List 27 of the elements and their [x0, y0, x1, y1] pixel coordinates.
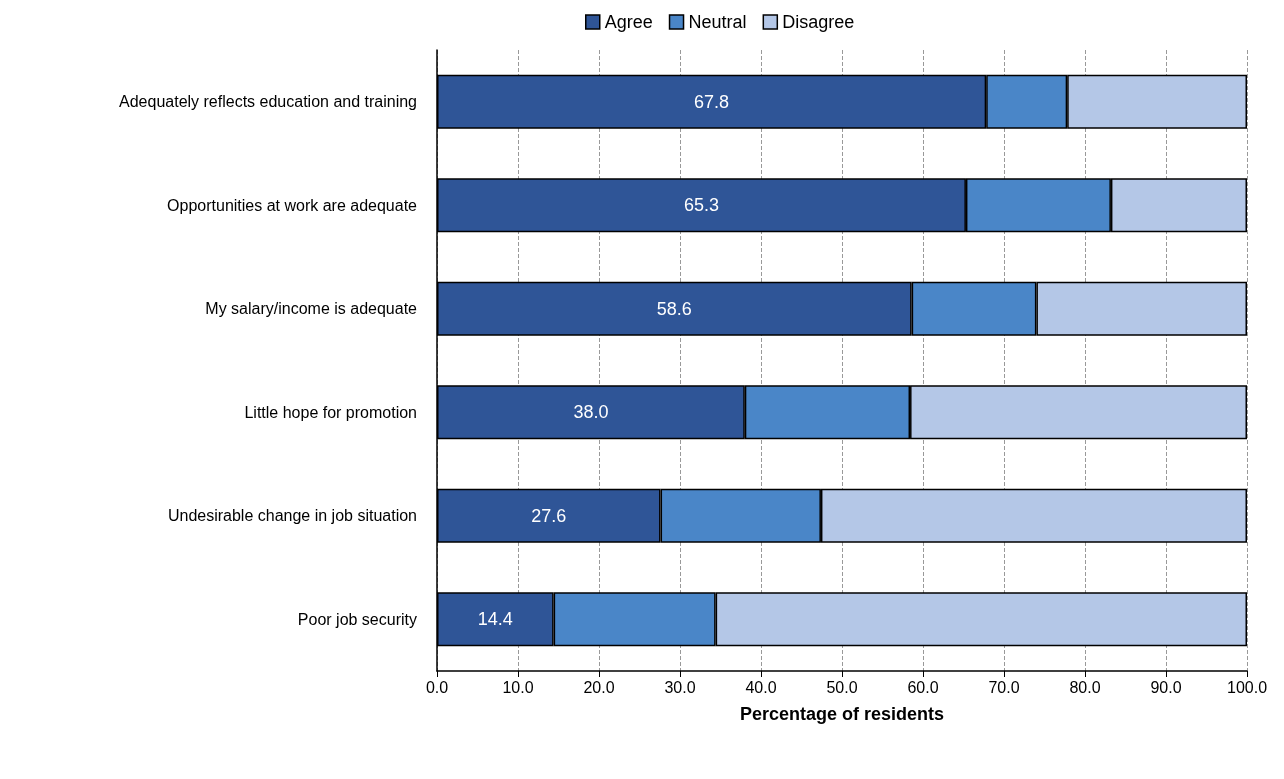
- y-tick-label: Opportunities at work are adequate: [167, 196, 418, 214]
- x-tick-label: 30.0: [664, 678, 696, 696]
- x-tick-label: 40.0: [745, 678, 777, 696]
- legend-label: Agree: [604, 12, 653, 32]
- x-tick-label: 90.0: [1150, 678, 1182, 696]
- x-tick-label: 100.0: [1226, 678, 1268, 696]
- x-tick-label: 60.0: [907, 678, 939, 696]
- data-label: 38.0: [573, 402, 609, 423]
- data-label: 65.3: [683, 195, 719, 216]
- data-label: 67.8: [694, 91, 730, 112]
- x-axis-title: Percentage of residents: [739, 704, 945, 724]
- x-tick-label: 80.0: [1069, 678, 1101, 696]
- x-tick-label: 20.0: [583, 678, 615, 696]
- y-tick-label: Poor job security: [297, 610, 417, 628]
- legend-label: Neutral: [688, 12, 747, 32]
- data-label: 58.6: [656, 298, 692, 319]
- x-tick-label: 70.0: [988, 678, 1020, 696]
- x-tick-label: 10.0: [502, 678, 534, 696]
- x-tick-label: 50.0: [826, 678, 858, 696]
- data-label: 27.6: [531, 505, 567, 526]
- data-label: 14.4: [477, 609, 513, 630]
- y-tick-label: Undesirable change in job situation: [167, 507, 417, 525]
- y-tick-label: Adequately reflects education and training: [119, 93, 417, 111]
- y-tick-label: Little hope for promotion: [244, 403, 417, 421]
- x-tick-label: 0.0: [425, 678, 449, 696]
- legend-label: Disagree: [782, 12, 855, 32]
- y-tick-label: My salary/income is adequate: [205, 300, 418, 318]
